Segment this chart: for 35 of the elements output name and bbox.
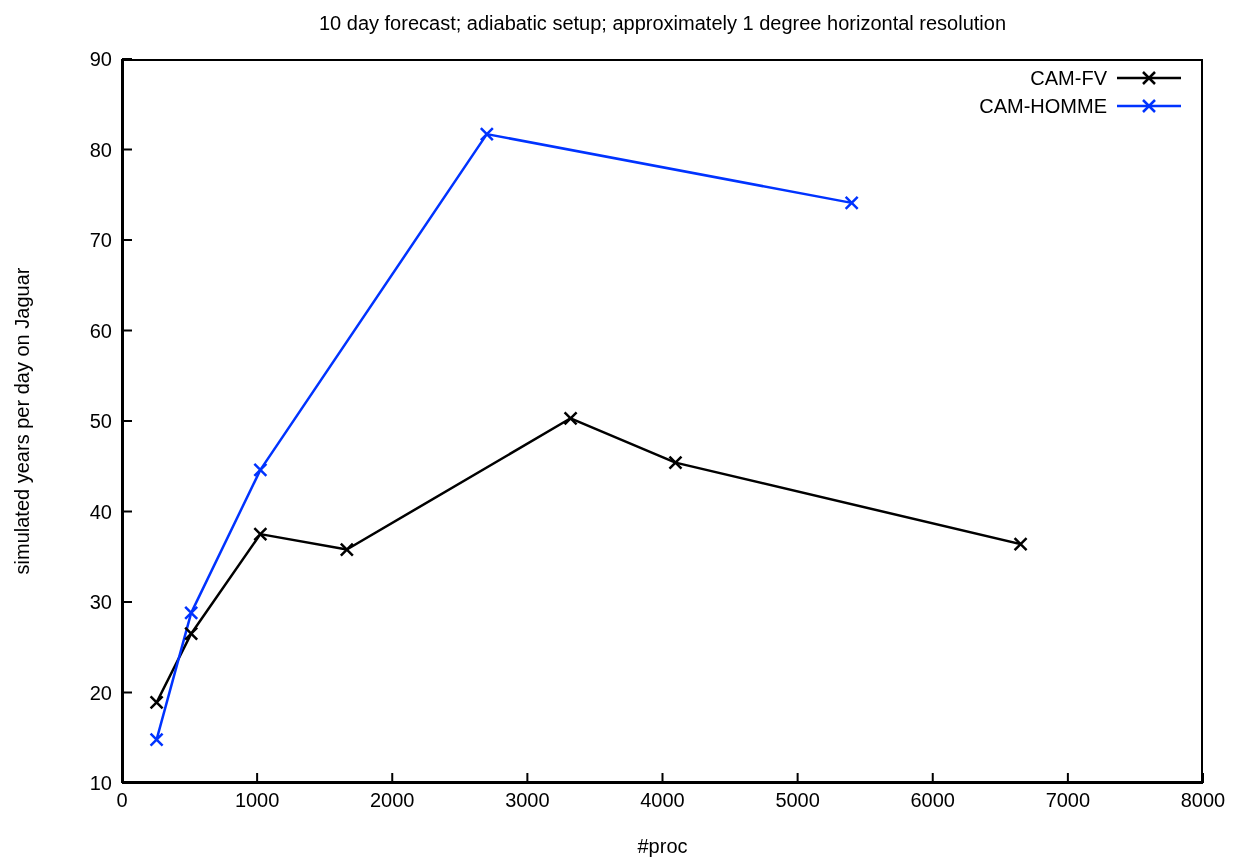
- point: [844, 195, 859, 211]
- point: [563, 411, 578, 426]
- x-axis-title: #proc: [637, 835, 688, 857]
- y-axis-title: simulated years per day on Jaguar: [11, 267, 34, 575]
- point: [479, 126, 495, 142]
- chart-title: 10 day forecast; adiabatic setup; approximately 1 degree horizontal resolution: [317, 12, 1008, 35]
- x-tick-label: 7000: [1045, 789, 1091, 812]
- x-tick-label: 1000: [234, 789, 280, 812]
- legend-label: CAM-HOMME: [979, 94, 1107, 118]
- point: [183, 626, 199, 641]
- point: [183, 605, 199, 621]
- y-tick-label: 30: [89, 591, 112, 614]
- point: [668, 455, 683, 470]
- y-tick-label: 50: [89, 410, 112, 433]
- legend-label: CAM-FV: [1030, 66, 1107, 90]
- y-tick-label: 80: [89, 138, 112, 161]
- x-tick-label: 4000: [640, 789, 685, 812]
- x-tick-label: 3000: [505, 789, 550, 812]
- point: [1013, 536, 1028, 552]
- point: [149, 732, 164, 747]
- x-tick-label: 5000: [775, 789, 820, 812]
- y-tick-label: 70: [89, 229, 112, 252]
- x-tick-label: 8000: [1180, 789, 1226, 812]
- x-tick-label: 6000: [910, 789, 955, 812]
- point: [149, 695, 164, 710]
- y-tick-label: 90: [89, 48, 112, 71]
- y-tick-label: 60: [89, 319, 112, 342]
- y-tick-label: 10: [89, 772, 112, 795]
- point: [253, 462, 268, 478]
- point: [253, 526, 268, 542]
- x-tick-label: 0: [116, 789, 128, 812]
- point: [339, 542, 355, 557]
- y-tick-label: 40: [89, 500, 112, 523]
- y-tick-label: 20: [89, 681, 112, 704]
- x-tick-label: 2000: [370, 789, 415, 812]
